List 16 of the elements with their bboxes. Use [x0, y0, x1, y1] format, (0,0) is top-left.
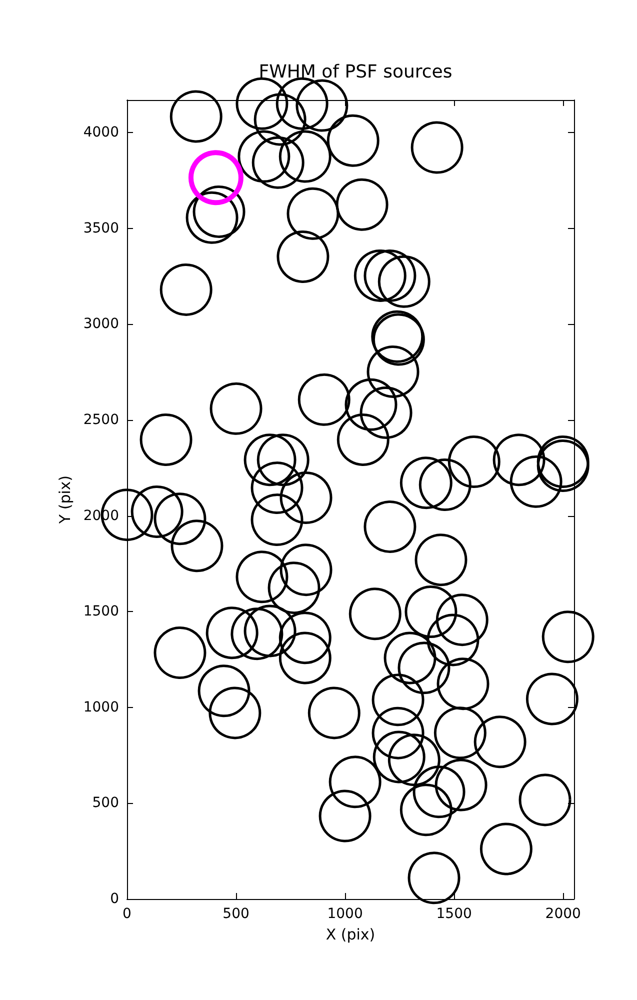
x-tick-label: 1500: [436, 906, 472, 922]
y-axis-title: Y (pix): [56, 475, 74, 525]
x-tick-label: 2000: [545, 906, 581, 922]
y-tick-label: 0: [110, 891, 119, 907]
x-tick-label: 0: [122, 906, 132, 922]
x-tick-label: 1000: [327, 906, 363, 922]
x-axis-title: X (pix): [326, 926, 376, 944]
y-tick-label: 3500: [83, 220, 119, 236]
y-tick-label: 2500: [83, 412, 119, 428]
y-tick-label: 1000: [83, 699, 119, 716]
chart-title: FWHM of PSF sources: [258, 62, 452, 82]
y-tick-label: 500: [92, 795, 119, 812]
y-tick-label: 3000: [83, 316, 119, 332]
x-tick-label: 500: [222, 906, 250, 922]
y-tick-label: 4000: [83, 124, 119, 141]
y-tick-label: 1500: [83, 604, 119, 620]
